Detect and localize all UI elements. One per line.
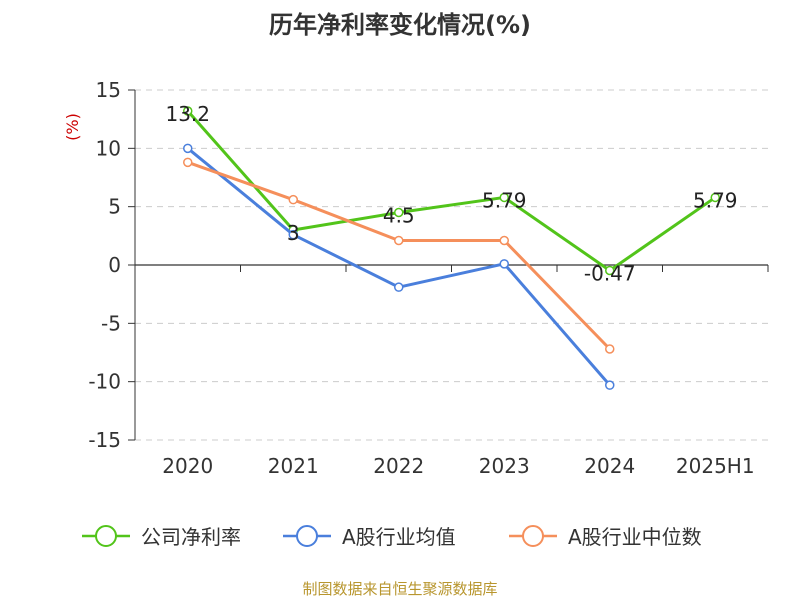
series-2-point-1 (288, 194, 298, 205)
x-tick-label-1: 2021 (268, 454, 319, 478)
data-label-5: 5.79 (693, 188, 738, 212)
data-label-4: -0.47 (584, 261, 636, 285)
series-1-point-4 (605, 380, 615, 390)
series-line-0 (186, 110, 717, 272)
y-tick-label-0: 15 (96, 78, 121, 102)
y-axis-label: (%) (63, 113, 82, 141)
y-tick-label-1: 10 (96, 136, 121, 160)
source-note: 制图数据来自恒生聚源数据库 (302, 580, 497, 598)
x-tick-label-0: 2020 (162, 454, 213, 478)
series-0-point-4 (605, 265, 615, 276)
legend-label-2: A股行业中位数 (568, 525, 702, 549)
legend-marker-0 (95, 525, 117, 547)
x-tick-label-2: 2022 (373, 454, 424, 478)
data-labels: 13.2 3 4.5 5.79 -0.47 5.79 (165, 102, 737, 285)
series-0-point-3 (499, 192, 509, 203)
x-tick-label-3: 2023 (479, 454, 530, 478)
y-tick-label-5: -10 (88, 370, 121, 394)
series-2-point-3 (499, 235, 509, 246)
series-0-point-0 (183, 106, 193, 116)
series-line-2 (187, 160, 611, 351)
legend-marker-1 (296, 525, 318, 547)
legend: 公司净利率 A股行业均值 A股行业中位数 (82, 525, 702, 549)
series-1-point-2 (394, 282, 404, 292)
series-1-point-0 (183, 143, 193, 154)
series-1-point-3 (499, 259, 509, 269)
legend-marker-2 (522, 525, 544, 547)
series-1-point-1 (288, 229, 298, 240)
y-tick-label-3: 0 (108, 253, 121, 277)
data-label-1: 3 (287, 221, 300, 245)
x-tick-label-4: 2024 (584, 454, 635, 478)
series-2-point-0 (183, 157, 193, 168)
y-tick-label-2: 5 (108, 195, 121, 219)
y-tick-label-4: -5 (101, 311, 121, 335)
series-0-point-5 (710, 192, 720, 203)
series-lines (183, 106, 720, 390)
data-label-3: 5.79 (482, 188, 527, 212)
series-2-point-4 (605, 344, 615, 354)
data-label-2: 4.5 (383, 204, 415, 228)
series-2-point-2 (394, 235, 404, 246)
legend-label-1: A股行业均值 (342, 525, 456, 549)
legend-label-0: 公司净利率 (141, 525, 241, 549)
y-tick-label-6: -15 (88, 428, 121, 452)
series-0-point-2 (394, 207, 404, 218)
data-label-0: 13.2 (165, 102, 210, 126)
x-tick-label-5: 2025H1 (676, 454, 755, 478)
chart-title: 历年净利率变化情况(%) (269, 11, 531, 39)
axes: 15 10 5 0 -5 -10 -15 2020 2021 2022 2023 2024 2025H1 (88, 78, 769, 478)
